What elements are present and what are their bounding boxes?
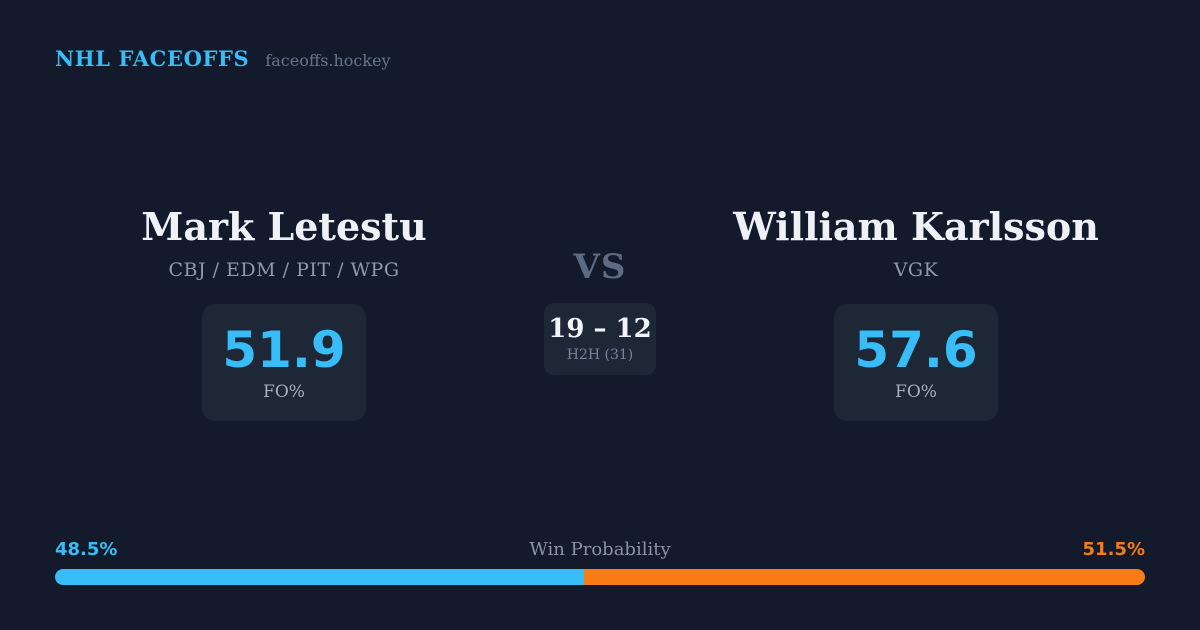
player-teams-left: CBJ / EDM / PIT / WPG [168,259,400,281]
win-bar-right-segment [583,569,1145,585]
faceoff-pct-value-left: 51.9 [222,320,346,379]
win-probability-labels: 48.5% Win Probability 51.5% [55,541,1145,559]
player-panel-left: Mark Letestu CBJ / EDM / PIT / WPG 51.9 … [94,208,474,421]
faceoff-stat-card-left: 51.9 FO% [202,304,366,421]
player-teams-right: VGK [893,259,939,281]
site-url: faceoffs.hockey [265,51,391,70]
head-to-head-card: 19 – 12 H2H (31) [544,303,656,375]
win-bar-left-segment [55,569,584,585]
player-name-right: William Karlsson [733,204,1099,249]
brand-title: NHL FACEOFFS [55,46,250,71]
player-name-left: Mark Letestu [141,204,427,249]
win-probability-right-pct: 51.5% [1082,539,1145,560]
center-panel: VS 19 – 12 H2H (31) [510,250,690,375]
win-probability-bar [55,569,1145,585]
head-to-head-label: H2H (31) [566,347,634,363]
faceoff-stat-card-right: 57.6 FO% [834,304,998,421]
win-probability-title: Win Probability [529,539,671,560]
faceoff-pct-value-right: 57.6 [854,320,978,379]
faceoff-pct-label-left: FO% [263,381,305,402]
player-panel-right: William Karlsson VGK 57.6 FO% [726,208,1106,421]
head-to-head-score: 19 – 12 [548,314,652,344]
header: NHL FACEOFFS faceoffs.hockey [55,46,391,71]
vs-label: VS [573,247,627,287]
win-probability-section: 48.5% Win Probability 51.5% [55,541,1145,585]
win-probability-left-pct: 48.5% [55,539,118,560]
faceoff-pct-label-right: FO% [895,381,937,402]
